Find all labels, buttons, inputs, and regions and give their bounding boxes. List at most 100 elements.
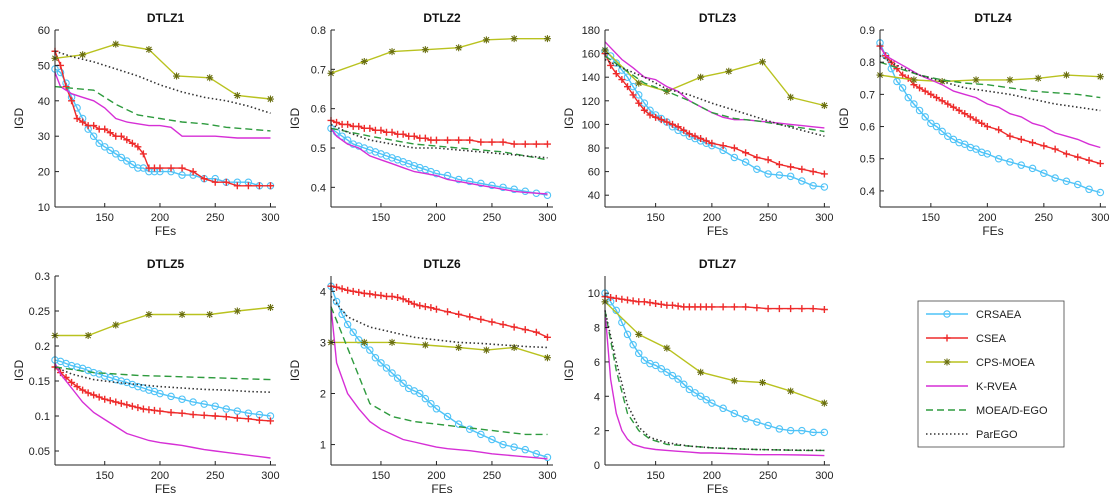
data-point-csea bbox=[820, 170, 828, 178]
data-point-csea bbox=[820, 306, 828, 314]
data-point-cps-moea bbox=[663, 344, 671, 352]
data-point-crsaea bbox=[488, 181, 496, 190]
data-point-csea bbox=[691, 132, 699, 140]
data-point-csea bbox=[90, 391, 98, 399]
y-tick-label: 1 bbox=[320, 440, 326, 452]
data-point-csea bbox=[753, 304, 761, 312]
data-point-crsaea bbox=[123, 157, 131, 165]
series-line-cps-moea bbox=[331, 341, 548, 359]
data-point-csea bbox=[466, 313, 474, 321]
data-point-csea bbox=[978, 119, 986, 127]
data-point-crsaea bbox=[983, 150, 992, 158]
data-point-csea bbox=[477, 315, 485, 323]
data-point-csea bbox=[444, 308, 452, 316]
data-point-csea bbox=[944, 100, 952, 108]
data-point-csea bbox=[680, 126, 688, 134]
data-point-crsaea bbox=[134, 382, 142, 391]
data-point-crsaea bbox=[938, 127, 946, 136]
series-line-k-rvea bbox=[604, 310, 825, 457]
series-line-cps-moea bbox=[604, 49, 825, 107]
y-tick-label: 100 bbox=[582, 119, 600, 131]
data-point-csea bbox=[961, 110, 969, 118]
data-point-csea bbox=[809, 305, 817, 313]
series-group bbox=[601, 41, 829, 191]
data-point-crsaea bbox=[521, 445, 529, 454]
data-point-csea bbox=[488, 138, 496, 146]
data-point-crsaea bbox=[1074, 180, 1082, 189]
series-line-moea-d-ego bbox=[54, 366, 271, 381]
x-tick-label: 250 bbox=[483, 470, 501, 482]
data-point-csea bbox=[189, 411, 197, 419]
y-tick-label: 0.15 bbox=[29, 376, 50, 388]
x-tick-label: 200 bbox=[978, 212, 996, 224]
data-point-crsaea bbox=[915, 106, 924, 115]
data-point-crsaea bbox=[719, 404, 727, 413]
data-point-csea bbox=[399, 130, 407, 138]
data-point-cps-moea bbox=[1006, 76, 1014, 84]
data-point-csea bbox=[73, 115, 81, 122]
data-point-csea bbox=[702, 137, 710, 145]
data-point-crsaea bbox=[134, 164, 142, 172]
series-line-crsaea bbox=[330, 127, 548, 196]
data-point-csea bbox=[607, 293, 615, 301]
x-tick-label: 150 bbox=[96, 470, 114, 482]
data-point-csea bbox=[410, 300, 418, 308]
y-tick-label: 6 bbox=[594, 357, 600, 369]
data-point-csea bbox=[405, 298, 413, 306]
data-point-crsaea bbox=[1051, 174, 1059, 182]
data-point-csea bbox=[455, 310, 463, 318]
legend-box bbox=[917, 300, 1065, 448]
x-tick-label: 300 bbox=[815, 212, 833, 224]
series-line-k-rvea bbox=[54, 72, 271, 139]
data-point-cps-moea bbox=[233, 307, 241, 315]
data-point-csea bbox=[657, 116, 665, 124]
data-point-crsaea bbox=[100, 143, 109, 151]
data-point-csea bbox=[410, 132, 418, 140]
data-point-crsaea bbox=[921, 113, 929, 121]
x-tick-label: 250 bbox=[759, 212, 777, 224]
y-tick-label: 60 bbox=[588, 167, 600, 179]
data-point-crsaea bbox=[898, 84, 907, 92]
x-axis-label: FEs bbox=[982, 224, 1003, 238]
data-point-csea bbox=[101, 125, 109, 133]
data-point-crsaea bbox=[382, 364, 391, 372]
data-point-csea bbox=[427, 304, 435, 312]
data-point-csea bbox=[674, 302, 682, 310]
data-point-cps-moea bbox=[759, 58, 766, 66]
series-group bbox=[327, 35, 552, 199]
data-point-crsaea bbox=[477, 179, 485, 188]
data-point-cps-moea bbox=[482, 346, 490, 354]
y-tick-label: 160 bbox=[582, 49, 600, 61]
series-line-cps-moea bbox=[879, 74, 1101, 83]
data-point-cps-moea bbox=[145, 45, 153, 53]
legend-marker bbox=[943, 358, 951, 366]
data-point-crsaea bbox=[106, 146, 115, 155]
subplot-dtlz3: DTLZ3 150 200 250 300 40 60 80 100 120 140 160 180 FE… bbox=[562, 11, 834, 238]
data-point-crsaea bbox=[1096, 188, 1105, 197]
data-point-csea bbox=[112, 398, 120, 406]
data-point-cps-moea bbox=[266, 304, 274, 311]
x-tick-label: 250 bbox=[206, 212, 224, 224]
data-point-crsaea bbox=[388, 369, 396, 377]
series-line-parego bbox=[604, 310, 825, 452]
y-tick-label: 120 bbox=[582, 96, 600, 108]
data-point-crsaea bbox=[910, 100, 918, 108]
data-point-csea bbox=[84, 389, 92, 397]
series-line-moea-d-ego bbox=[330, 306, 548, 436]
data-point-csea bbox=[624, 296, 631, 304]
data-point-crsaea bbox=[366, 346, 374, 354]
data-point-crsaea bbox=[623, 73, 632, 81]
data-point-crsaea bbox=[477, 430, 485, 439]
data-point-crsaea bbox=[663, 368, 671, 376]
data-point-crsaea bbox=[960, 140, 969, 148]
data-point-crsaea bbox=[657, 365, 665, 373]
data-point-csea bbox=[432, 305, 440, 313]
data-point-crsaea bbox=[443, 412, 452, 421]
data-point-csea bbox=[730, 144, 738, 152]
x-tick-label: 150 bbox=[646, 212, 664, 224]
data-point-crsaea bbox=[623, 330, 632, 339]
data-point-csea bbox=[117, 132, 125, 140]
data-point-csea bbox=[123, 136, 131, 144]
legend-marker bbox=[943, 310, 951, 318]
data-point-csea bbox=[669, 120, 676, 128]
